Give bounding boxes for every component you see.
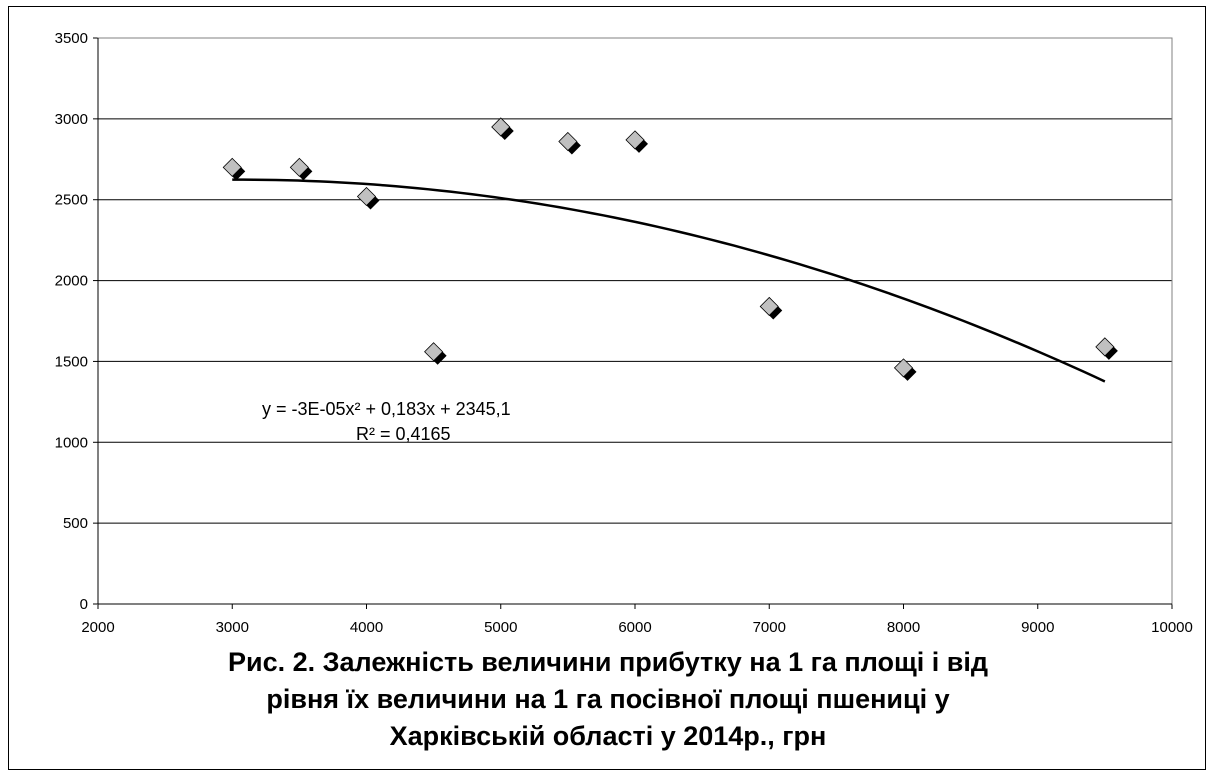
y-tick-label-3000: 3000 xyxy=(55,111,88,128)
trendline-equation: y = -3E-05x² + 0,183x + 2345,1 R² = 0,41… xyxy=(262,399,511,444)
x-tick-label-9000: 9000 xyxy=(1021,619,1054,636)
x-tick-label-4000: 4000 xyxy=(350,619,383,636)
x-tick-label-8000: 8000 xyxy=(887,619,920,636)
trendline-equation-text: y = -3E-05x² + 0,183x + 2345,1 xyxy=(262,399,511,419)
data-point-7 xyxy=(626,131,648,153)
data-points xyxy=(223,118,1118,381)
data-point-10 xyxy=(1096,338,1118,360)
data-point-6 xyxy=(559,132,581,154)
x-tick-label-2000: 2000 xyxy=(81,619,114,636)
data-point-8 xyxy=(760,297,782,319)
y-tick-label-0: 0 xyxy=(80,596,88,613)
plot-area-border xyxy=(98,38,1172,604)
gridlines xyxy=(98,38,1172,523)
figure-caption: Рис. 2. Залежність величини прибутку на … xyxy=(0,644,1216,755)
x-tick-label-3000: 3000 xyxy=(216,619,249,636)
data-point-9 xyxy=(895,359,917,381)
y-tick-label-3500: 3500 xyxy=(55,30,88,47)
data-point-5 xyxy=(492,118,514,140)
caption-line-3: Харківській області у 2014р., грн xyxy=(0,718,1216,755)
x-tick-label-7000: 7000 xyxy=(753,619,786,636)
data-point-3 xyxy=(358,187,380,209)
x-tick-label-6000: 6000 xyxy=(618,619,651,636)
trendline-r2-text: R² = 0,4165 xyxy=(356,424,451,444)
x-tick-label-10000: 10000 xyxy=(1151,619,1193,636)
tick-labels: 0 500 1000 1500 2000 2500 3000 3500 2000 3000 4000… xyxy=(55,30,1193,636)
y-tick-label-500: 500 xyxy=(63,515,88,532)
caption-line-2: рівня їх величини на 1 га посівної площі… xyxy=(0,681,1216,718)
y-tick-label-1500: 1500 xyxy=(55,353,88,370)
data-point-2 xyxy=(290,158,312,180)
y-tick-label-2000: 2000 xyxy=(55,273,88,290)
x-tick-label-5000: 5000 xyxy=(484,619,517,636)
y-tick-label-1000: 1000 xyxy=(55,434,88,451)
data-point-1 xyxy=(223,158,245,180)
y-tick-label-2500: 2500 xyxy=(55,192,88,209)
caption-line-1: Рис. 2. Залежність величини прибутку на … xyxy=(0,644,1216,681)
